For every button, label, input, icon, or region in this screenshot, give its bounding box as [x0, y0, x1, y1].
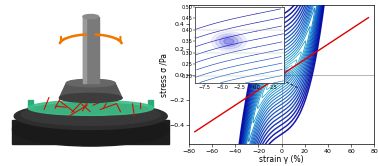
Polygon shape: [59, 83, 122, 98]
FancyBboxPatch shape: [83, 17, 99, 83]
Ellipse shape: [224, 39, 234, 44]
Ellipse shape: [67, 79, 115, 87]
FancyBboxPatch shape: [12, 120, 169, 144]
Ellipse shape: [12, 113, 169, 146]
Ellipse shape: [28, 100, 153, 115]
Ellipse shape: [59, 93, 122, 102]
Ellipse shape: [220, 36, 238, 46]
Polygon shape: [28, 100, 33, 108]
Ellipse shape: [274, 69, 290, 80]
X-axis label: strain γ (%): strain γ (%): [259, 155, 304, 164]
Ellipse shape: [215, 34, 242, 49]
Polygon shape: [148, 100, 153, 108]
Ellipse shape: [270, 66, 293, 83]
Ellipse shape: [14, 103, 167, 129]
Ellipse shape: [277, 72, 286, 78]
Y-axis label: stress σ /Pa: stress σ /Pa: [159, 53, 168, 97]
FancyBboxPatch shape: [83, 17, 87, 83]
Ellipse shape: [21, 104, 160, 125]
Ellipse shape: [83, 15, 99, 19]
Ellipse shape: [211, 32, 246, 51]
